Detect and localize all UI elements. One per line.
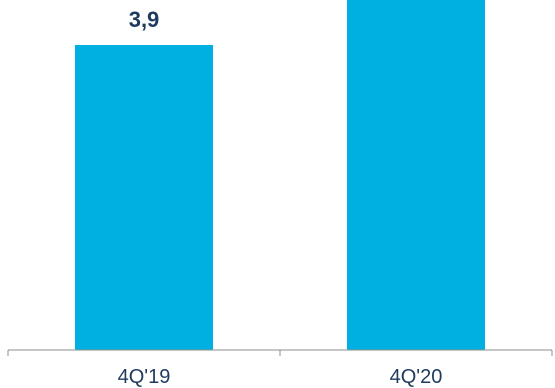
data-labels-group: 3,94,5: [129, 7, 160, 32]
bar-2: [347, 0, 485, 350]
x-axis-ticks-group: [7, 350, 553, 356]
x-axis-tick-labels-group: 4Q'19 4Q'20: [118, 366, 443, 388]
x-tick-label-2: 4Q'20: [390, 366, 443, 388]
data-label-1: 3,9: [129, 7, 160, 32]
bars-group: [75, 0, 485, 350]
bar-1: [75, 45, 213, 350]
x-tick-label-1: 4Q'19: [118, 366, 171, 388]
